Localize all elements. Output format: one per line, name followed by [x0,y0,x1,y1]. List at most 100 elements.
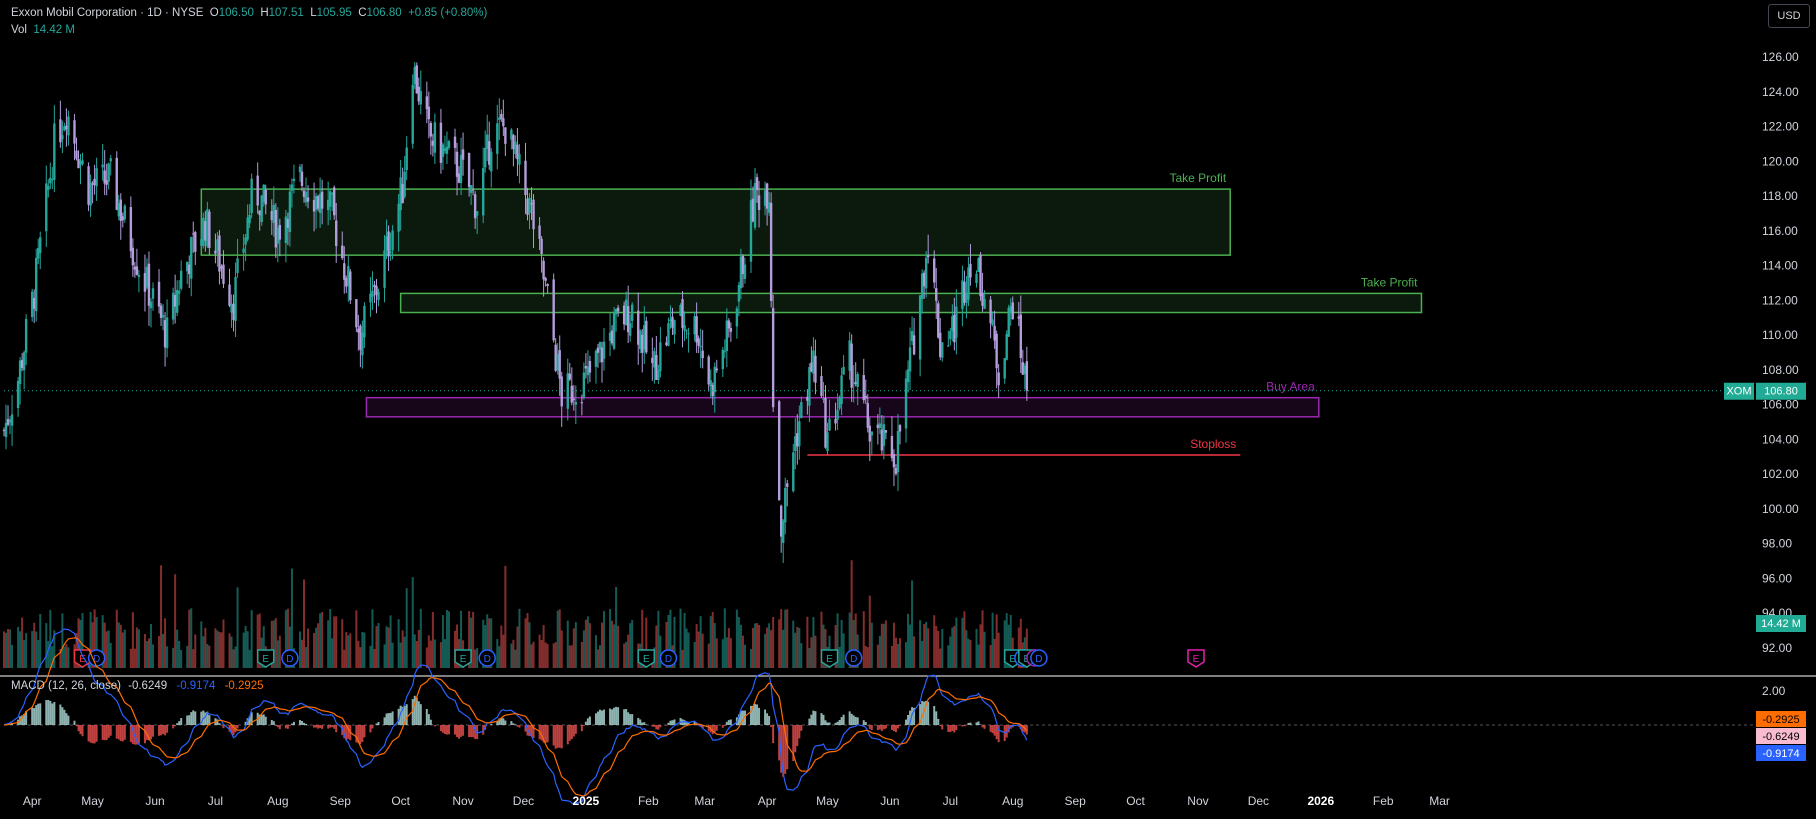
macd-hist-bar [228,725,231,732]
volume-bar [385,626,388,668]
volume-bar [290,568,293,668]
candle-body [385,236,388,251]
candle-body [880,429,884,451]
macd-hist-bar [778,725,781,761]
volume-bar [1007,624,1010,668]
volume-bar [135,627,138,668]
macd-hist-bar [298,720,301,725]
macd-hist-bar [343,725,346,739]
volume-bar [1003,620,1006,668]
currency-button[interactable]: USD [1768,4,1810,28]
price-tick-label: 106.00 [1762,398,1799,412]
volume-bar [242,632,245,668]
macd-hist-bar [530,725,533,737]
macd-hist-bar [502,718,505,725]
candle-body [820,376,823,397]
macd-hist-bar [977,721,980,725]
candle-body [143,273,147,292]
macd-hist-bar [236,725,239,729]
candle-body [977,258,980,272]
candle-body [1007,307,1010,337]
volume-bar [969,639,972,668]
candle-body [854,381,857,384]
ticker-badge [1724,382,1754,400]
candle-body [431,140,435,146]
candle-body [556,353,559,371]
volume-bar [518,608,521,668]
volume-bar [594,635,597,668]
change-value: +0.85 (+0.80%) [408,7,488,19]
candle-body [500,113,503,119]
macd-hist-bar [582,725,585,726]
candle-body [667,323,670,346]
macd-hist-bar [206,711,209,725]
macd-hist-bar [512,723,515,725]
volume-bar [538,634,541,668]
macd-hist-bar [399,705,402,725]
macd-hist-bar [178,721,181,725]
volume-bar [953,625,956,668]
volume-bar [419,608,422,668]
volume-bar [343,649,346,668]
candle-body [937,303,940,338]
volume-bar [103,622,106,668]
macd-hist-bar [504,720,507,725]
candle-body [175,289,179,313]
candle-body [93,178,96,186]
candle-body [514,141,517,155]
macd-hist-bar [516,725,519,727]
macd-hist-bar [792,725,795,762]
candle-body [95,168,98,187]
volume-bar [552,643,555,668]
candle-body [524,160,527,195]
volume-bar [794,632,797,668]
candle-body [192,233,195,235]
volume-bar [391,642,394,668]
zone-label-2: Buy Area [1266,380,1315,394]
candle-body [119,199,122,221]
macd-hist-bar [905,719,908,725]
candle-body [6,419,10,425]
candle-body [469,185,473,193]
volume-bar [512,639,515,668]
macd-hist-bar [552,725,555,746]
event-marker-label: E [643,654,650,665]
candle-body [258,210,261,216]
volume-bar [11,644,14,668]
macd-hist-bar [454,725,457,735]
candle-body [743,264,747,279]
volume-header: Vol 14.42 M [11,24,75,36]
price-tick-label: 104.00 [1762,432,1799,446]
volume-bar [586,616,589,668]
price-tick-label: 110.00 [1762,328,1798,342]
volume-bar [431,611,434,668]
candle-body [123,205,127,220]
candle-body [993,325,996,341]
candle-body [753,183,757,228]
zone-box-0 [200,188,1231,256]
volume-bar [298,631,301,668]
candle-body [912,335,916,355]
macd-hist-bar [172,725,175,729]
volume-bar [854,613,857,668]
volume-bar [701,633,704,668]
candle-body [359,325,362,350]
macd-label: MACD (12, 26, close) [11,680,121,692]
macd-hist-bar [669,720,672,725]
volume-bar [749,648,752,668]
candle-body [727,320,731,329]
candle-body [214,250,217,254]
candle-body [248,214,251,224]
candle-body [735,308,739,327]
candle-body [701,350,704,359]
macd-hist-bar [798,725,801,739]
candle-body [596,347,600,353]
candle-body [345,278,348,287]
candle-body [741,255,745,275]
volume-bar [133,648,136,668]
volume-bar [117,622,120,668]
candle-body [755,177,759,191]
